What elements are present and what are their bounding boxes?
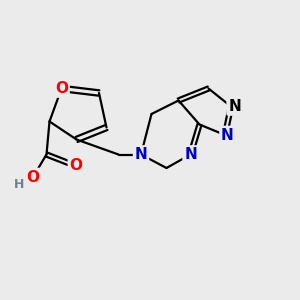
Text: O: O [69, 158, 82, 172]
Text: O: O [55, 81, 68, 96]
Text: N: N [184, 147, 197, 162]
Text: O: O [26, 169, 40, 184]
Text: H: H [14, 178, 24, 191]
Text: N: N [221, 128, 234, 142]
Text: N: N [135, 147, 147, 162]
Text: N: N [228, 99, 241, 114]
